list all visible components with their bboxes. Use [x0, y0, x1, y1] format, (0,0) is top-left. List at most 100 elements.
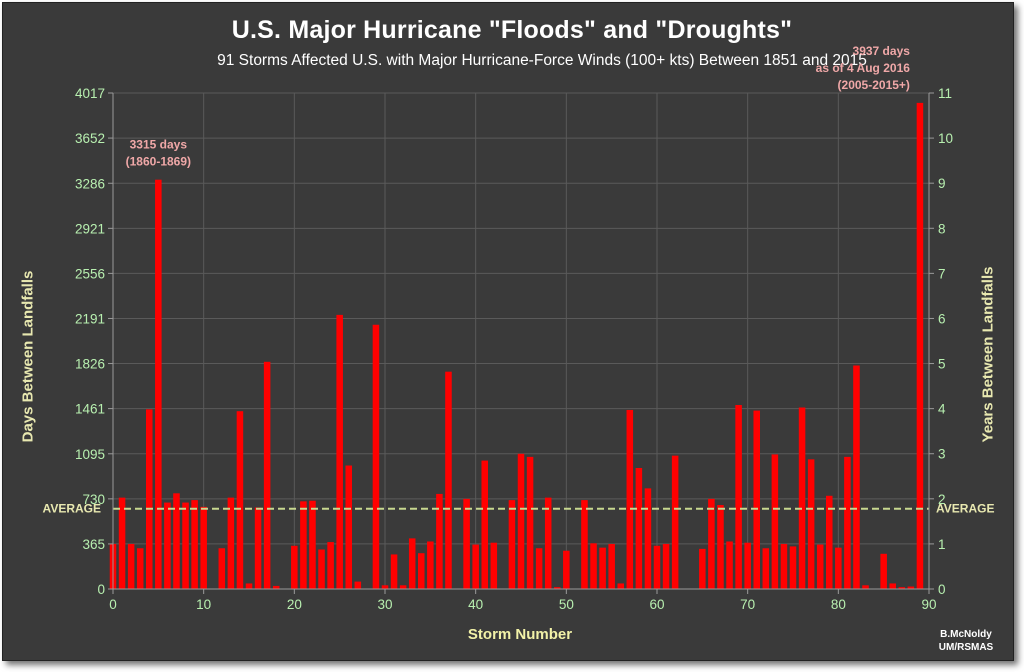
y-tick-label-right: 10	[938, 131, 953, 146]
bar	[844, 456, 851, 589]
bar	[418, 553, 425, 589]
y-tick-label-right: 9	[938, 176, 946, 191]
bar	[345, 465, 352, 589]
bar	[136, 548, 144, 589]
chart-title: U.S. Major Hurricane "Floods" and "Droug…	[231, 16, 793, 44]
bar	[907, 586, 915, 589]
annotation-label: (2005-2015+)	[838, 78, 910, 92]
bar	[354, 581, 362, 589]
y-tick-label-left: 0	[97, 582, 105, 597]
annotation-label: as of 4 Aug 2016	[816, 61, 911, 75]
bar	[699, 548, 706, 589]
bar	[807, 459, 815, 589]
bar	[853, 365, 860, 589]
bar	[599, 547, 606, 589]
bar	[436, 493, 443, 589]
bar	[327, 542, 334, 589]
bar	[744, 542, 751, 589]
x-tick-label: 20	[287, 597, 302, 612]
bar	[526, 456, 534, 589]
bar	[127, 543, 135, 589]
bar	[581, 500, 588, 589]
bar	[408, 538, 416, 589]
y-tick-label-left: 3286	[75, 176, 105, 191]
bar	[291, 545, 298, 589]
bar	[826, 495, 833, 589]
bar	[118, 497, 126, 589]
bar	[671, 455, 679, 589]
bar	[617, 583, 624, 589]
bar	[272, 585, 280, 589]
bar	[544, 497, 552, 589]
bar	[309, 500, 316, 589]
y-tick-label-right: 11	[938, 86, 952, 101]
bar	[735, 405, 742, 589]
bar	[263, 361, 271, 589]
bar	[762, 548, 770, 589]
bar	[508, 500, 516, 589]
bar	[490, 542, 498, 589]
bar	[336, 314, 343, 589]
bar	[717, 505, 724, 589]
x-tick-label: 80	[831, 597, 846, 612]
bar	[608, 543, 615, 589]
bar	[816, 544, 824, 589]
x-tick-label: 30	[377, 597, 392, 612]
bar	[218, 548, 226, 589]
bar	[726, 541, 733, 589]
chart-subtitle: 91 Storms Affected U.S. with Major Hurri…	[217, 52, 867, 69]
credit-author: B.McNoldy	[940, 629, 992, 640]
bar	[517, 453, 525, 589]
bar	[789, 546, 797, 589]
bar	[535, 548, 543, 589]
y-tick-label-left: 4017	[75, 86, 105, 101]
y-axis-right-label: Years Between Landfalls	[979, 266, 997, 443]
x-tick-label: 60	[649, 597, 664, 612]
bar	[889, 583, 896, 589]
x-tick-label: 40	[468, 597, 483, 612]
bar	[227, 497, 235, 589]
annotation-label: 3937 days	[853, 44, 911, 58]
bar	[164, 502, 171, 589]
bar	[554, 587, 561, 589]
bar	[463, 498, 470, 589]
bar	[771, 454, 779, 589]
y-tick-label-right: 8	[938, 221, 946, 236]
credit: B.McNoldy UM/RSMAS	[934, 628, 998, 654]
bar	[708, 498, 715, 589]
bar	[200, 506, 207, 589]
bar	[563, 550, 570, 589]
bar	[472, 544, 479, 589]
annotation-label: 3315 days	[130, 138, 188, 152]
bar	[381, 585, 389, 589]
bar	[753, 410, 760, 589]
bar	[173, 493, 180, 589]
y-tick-label-right: 2	[938, 492, 946, 507]
bar	[653, 545, 661, 589]
bar	[798, 407, 806, 589]
y-tick-label-left: 1461	[75, 402, 105, 417]
y-tick-label-right: 4	[938, 402, 946, 417]
bar	[254, 507, 262, 589]
bar	[155, 179, 162, 589]
bar	[590, 543, 597, 589]
x-tick-label: 90	[921, 597, 936, 612]
bar	[399, 585, 407, 589]
y-tick-label-left: 2921	[75, 221, 105, 236]
bar	[245, 583, 253, 589]
bar	[835, 547, 842, 589]
bar	[880, 553, 887, 589]
bar	[236, 411, 244, 589]
bar	[182, 502, 189, 589]
bar	[481, 460, 488, 589]
x-tick-label: 10	[196, 597, 211, 612]
y-tick-label-left: 730	[82, 492, 105, 507]
y-tick-label-right: 3	[938, 447, 946, 462]
y-tick-label-right: 1	[938, 537, 946, 552]
y-axis-left-label: Days Between Landfalls	[19, 270, 37, 443]
bar	[445, 371, 452, 589]
bar	[916, 102, 924, 589]
y-tick-label-right: 7	[938, 266, 946, 281]
bar	[898, 587, 906, 589]
